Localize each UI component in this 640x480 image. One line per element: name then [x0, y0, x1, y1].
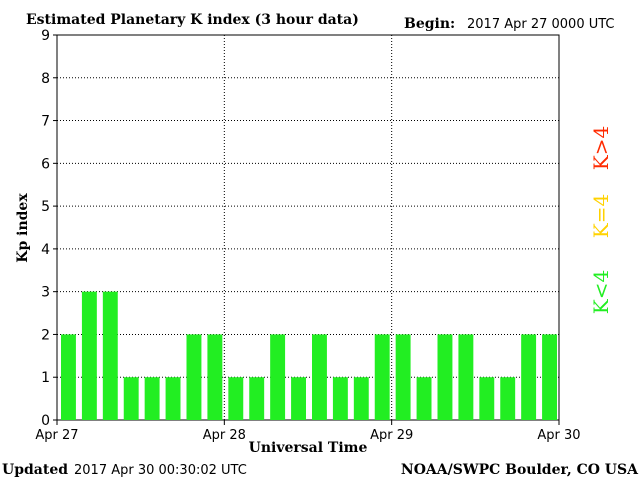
kp-bar: [374, 334, 390, 420]
kp-bar: [312, 334, 327, 420]
kp-bar: [353, 377, 369, 420]
x-axis-label: Universal Time: [249, 440, 368, 456]
kp-bar: [458, 334, 474, 420]
legend-k-greater-4: K>4: [589, 126, 613, 170]
kp-bar: [291, 377, 306, 420]
plot-area: 0 1 2 3 4 5 6 7 8 9 Apr 27 Apr 28 Apr 29 Apr 30: [35, 28, 580, 443]
kp-bar: [61, 334, 76, 420]
kp-bar: [228, 377, 244, 420]
kp-bar: [521, 334, 537, 420]
plot-frame: [56, 34, 560, 421]
bar-series: [61, 291, 557, 420]
kp-bar: [500, 377, 516, 420]
updated-label: Updated: [2, 462, 68, 478]
kp-bar: [542, 334, 557, 420]
updated-value: 2017 Apr 30 00:30:02 UTC: [74, 463, 247, 478]
kp-bar: [81, 291, 97, 420]
kp-bar: [165, 377, 181, 420]
y-tick-label: 1: [41, 370, 50, 386]
kp-bar: [102, 291, 118, 420]
kp-bar: [123, 377, 139, 420]
y-tick-label: 5: [41, 199, 50, 215]
x-tick-label: Apr 27: [35, 428, 78, 443]
y-tick-label: 7: [41, 114, 50, 130]
y-axis-label: Kp index: [15, 193, 31, 263]
y-tick-label: 8: [41, 71, 50, 87]
kp-bar: [332, 377, 348, 420]
chart-title: Estimated Planetary K index (3 hour data…: [26, 12, 359, 28]
y-tick-label: 0: [41, 413, 50, 429]
begin-value: 2017 Apr 27 0000 UTC: [467, 17, 615, 32]
source-credit: NOAA/SWPC Boulder, CO USA: [401, 462, 639, 478]
kp-bar: [437, 334, 453, 420]
grid-lines: [57, 35, 559, 420]
x-axis-ticks: Apr 27 Apr 28 Apr 29 Apr 30: [35, 420, 581, 443]
kp-bar: [207, 334, 223, 420]
kp-bar: [395, 334, 411, 420]
y-tick-label: 6: [41, 156, 50, 172]
kp-bar: [249, 377, 265, 420]
kp-bar: [416, 377, 432, 420]
y-tick-label: 2: [41, 327, 50, 343]
kp-bar: [270, 334, 286, 420]
kp-bar: [144, 377, 160, 420]
y-tick-label: 3: [41, 285, 50, 301]
begin-label: Begin:: [404, 16, 455, 32]
legend-k-equal-4: K=4: [589, 194, 613, 238]
x-tick-label: Apr 28: [203, 428, 246, 443]
y-tick-label: 9: [41, 28, 50, 44]
kp-bar: [186, 334, 202, 420]
kp-bar: [479, 377, 495, 420]
x-tick-label: Apr 30: [537, 428, 580, 443]
y-tick-label: 4: [41, 242, 50, 258]
x-tick-label: Apr 29: [370, 428, 413, 443]
y-axis-ticks: 0 1 2 3 4 5 6 7 8 9: [41, 28, 57, 429]
legend-k-less-4: K<4: [589, 270, 613, 314]
